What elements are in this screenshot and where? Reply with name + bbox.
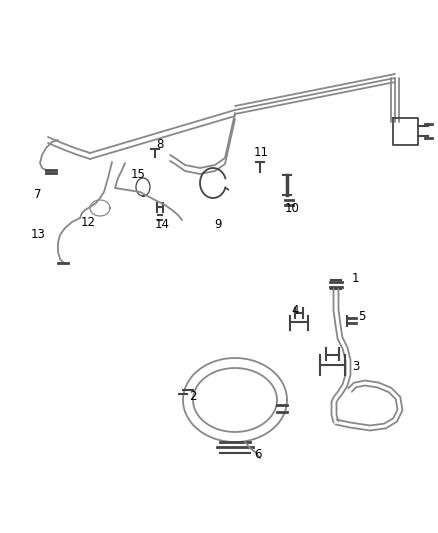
Text: 1: 1	[351, 271, 359, 285]
Text: 9: 9	[214, 217, 222, 230]
Text: 5: 5	[358, 310, 366, 322]
Text: 6: 6	[254, 448, 262, 462]
Text: 3: 3	[352, 360, 360, 374]
Text: 4: 4	[291, 303, 299, 317]
Text: 11: 11	[254, 147, 268, 159]
Text: 7: 7	[34, 189, 42, 201]
Text: 13: 13	[31, 229, 46, 241]
Text: 8: 8	[156, 138, 164, 150]
Text: 10: 10	[285, 201, 300, 214]
Text: 2: 2	[189, 390, 197, 402]
Text: 12: 12	[81, 215, 95, 229]
Text: 14: 14	[155, 219, 170, 231]
Text: 15: 15	[131, 168, 145, 182]
